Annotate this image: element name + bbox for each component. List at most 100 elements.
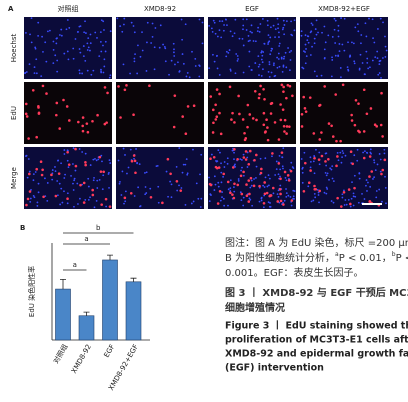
edu-cell	[381, 135, 384, 138]
edu-cell	[263, 98, 266, 101]
nucleus	[274, 174, 277, 176]
nucleus	[95, 159, 98, 162]
nucleus	[331, 36, 334, 38]
nucleus	[277, 195, 280, 198]
edu-cell	[286, 174, 290, 177]
nucleus	[276, 56, 279, 59]
nucleus	[344, 199, 347, 201]
nucleus	[352, 42, 355, 45]
edu-cell	[55, 113, 58, 117]
nucleus	[332, 180, 335, 183]
nucleus	[104, 50, 107, 53]
nucleus	[63, 190, 65, 193]
nucleus	[293, 190, 296, 192]
nucleus	[246, 156, 249, 159]
nucleus	[273, 75, 276, 78]
nucleus	[279, 175, 281, 178]
edu-cell	[25, 115, 29, 118]
nucleus	[258, 30, 261, 33]
nucleus	[226, 162, 229, 165]
nucleus	[282, 147, 285, 150]
nucleus	[225, 55, 228, 58]
nucleus	[54, 166, 56, 168]
edu-cell	[288, 125, 291, 129]
edu-cell	[245, 194, 249, 197]
nucleus	[333, 17, 336, 20]
nucleus	[146, 41, 148, 44]
nucleus	[333, 28, 336, 31]
nucleus	[221, 191, 224, 193]
edu-cell	[237, 94, 240, 98]
nucleus	[378, 188, 381, 191]
nucleus	[268, 177, 271, 180]
nucleus	[356, 23, 359, 26]
nucleus	[382, 57, 384, 59]
nucleus	[269, 26, 272, 29]
edu-cell	[123, 88, 127, 92]
nucleus	[218, 29, 221, 32]
nucleus	[201, 21, 204, 24]
nucleus	[249, 39, 251, 42]
nucleus	[309, 156, 312, 159]
nucleus	[233, 158, 235, 161]
nucleus	[341, 43, 344, 46]
nucleus	[151, 35, 154, 38]
nucleus	[32, 194, 35, 197]
nucleus	[367, 67, 370, 70]
edu-cell	[84, 161, 87, 164]
nucleus	[341, 150, 344, 152]
edu-cell	[327, 157, 330, 161]
edu-cell	[179, 189, 183, 192]
nucleus	[379, 170, 382, 173]
nucleus	[266, 185, 269, 188]
nucleus	[382, 21, 384, 24]
nucleus	[175, 165, 178, 168]
nucleus	[351, 41, 353, 44]
nucleus	[334, 42, 337, 44]
edu-cell	[231, 166, 235, 169]
edu-cell	[260, 167, 263, 171]
nucleus	[287, 194, 290, 197]
nucleus	[123, 202, 125, 205]
nucleus	[366, 151, 368, 154]
nucleus	[336, 151, 339, 154]
nucleus	[185, 75, 188, 78]
nucleus	[86, 69, 89, 72]
micrograph	[208, 82, 296, 144]
nucleus	[74, 169, 77, 172]
nucleus	[341, 193, 344, 196]
edu-cell	[255, 118, 258, 122]
nucleus	[262, 68, 264, 71]
nucleus	[199, 173, 201, 176]
nucleus	[313, 172, 316, 175]
nucleus	[164, 47, 167, 50]
nucleus	[384, 175, 386, 178]
edu-cell	[380, 172, 383, 176]
nucleus	[46, 199, 49, 202]
nucleus	[170, 183, 173, 186]
nucleus	[268, 40, 271, 43]
edu-cell	[278, 188, 282, 191]
nucleus	[141, 49, 144, 52]
nucleus	[260, 50, 263, 53]
nucleus	[272, 24, 275, 27]
edu-cell	[77, 120, 80, 124]
nucleus	[134, 53, 136, 56]
nucleus	[373, 41, 376, 44]
nucleus	[61, 201, 64, 204]
edu-cell	[240, 192, 244, 196]
nucleus	[84, 59, 87, 62]
caption-title-en: proliferation of MC3T3-E1 cells after	[225, 335, 408, 346]
nucleus	[270, 71, 273, 74]
nucleus	[35, 58, 38, 61]
x-tick-label: XMD8-92	[70, 343, 93, 375]
edu-cell	[313, 156, 316, 160]
nucleus	[81, 151, 84, 153]
edu-cell	[282, 203, 285, 206]
edu-cell	[42, 195, 45, 199]
micrograph	[300, 82, 388, 144]
nucleus	[100, 19, 103, 22]
nucleus	[343, 204, 346, 206]
nucleus	[82, 45, 85, 47]
nucleus	[237, 178, 240, 180]
